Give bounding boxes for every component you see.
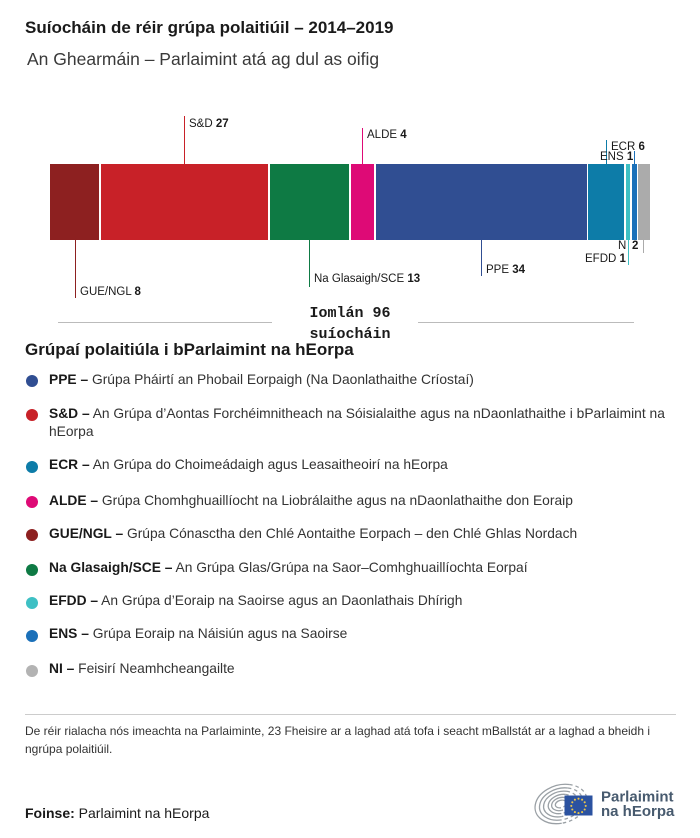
svg-text:na hEorpa: na hEorpa [601, 803, 675, 820]
svg-text:Parlaimint: Parlaimint [601, 789, 674, 806]
